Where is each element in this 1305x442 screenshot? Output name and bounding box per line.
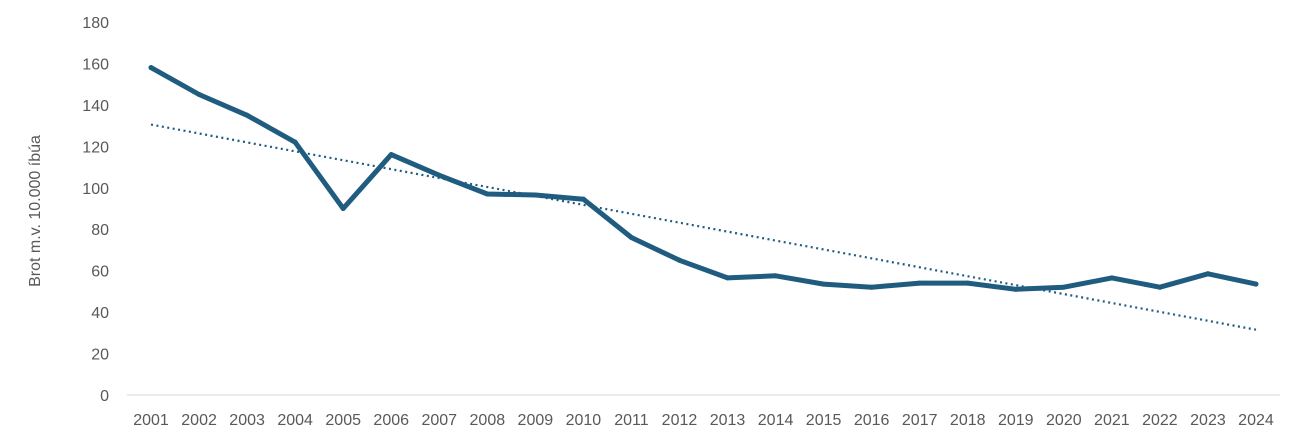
data-point bbox=[388, 152, 394, 158]
data-points bbox=[148, 65, 1259, 292]
data-point bbox=[725, 275, 731, 281]
data-point bbox=[676, 257, 682, 263]
x-tick-label: 2006 bbox=[373, 412, 409, 429]
x-tick-label: 2022 bbox=[1142, 412, 1178, 429]
x-tick-label: 2017 bbox=[902, 412, 938, 429]
data-point bbox=[1253, 281, 1259, 287]
x-tick-label: 2002 bbox=[181, 412, 217, 429]
data-point bbox=[1205, 271, 1211, 277]
data-point bbox=[244, 112, 250, 118]
data-point bbox=[917, 280, 923, 286]
data-point bbox=[580, 196, 586, 202]
y-tick-label: 80 bbox=[91, 222, 109, 239]
x-tick-label: 2024 bbox=[1238, 412, 1274, 429]
data-point bbox=[1061, 284, 1067, 290]
y-tick-label: 20 bbox=[91, 347, 109, 364]
data-point bbox=[628, 235, 634, 241]
x-tick-label: 2008 bbox=[470, 412, 506, 429]
y-tick-label: 100 bbox=[82, 181, 109, 198]
data-point bbox=[484, 191, 490, 197]
x-tick-label: 2005 bbox=[325, 412, 361, 429]
y-axis-ticks: 0 20 40 60 80 100 120 140 160 180 bbox=[82, 15, 109, 405]
data-point bbox=[148, 65, 154, 71]
y-tick-label: 160 bbox=[82, 56, 109, 73]
data-point bbox=[1109, 275, 1115, 281]
x-tick-label: 2019 bbox=[998, 412, 1034, 429]
x-tick-label: 2011 bbox=[614, 412, 649, 429]
x-tick-label: 2012 bbox=[662, 412, 698, 429]
y-tick-label: 60 bbox=[91, 264, 109, 281]
trendline bbox=[150, 123, 1257, 331]
data-point bbox=[436, 172, 442, 178]
y-axis-label: Brot m.v. 10.000 íbúa bbox=[27, 135, 44, 287]
x-tick-label: 2016 bbox=[854, 412, 890, 429]
data-point bbox=[773, 273, 779, 279]
x-tick-label: 2007 bbox=[421, 412, 457, 429]
data-point bbox=[869, 284, 875, 290]
data-point bbox=[1157, 284, 1163, 290]
y-tick-label: 120 bbox=[82, 139, 109, 156]
data-point bbox=[1013, 286, 1019, 292]
x-tick-label: 2021 bbox=[1094, 412, 1130, 429]
x-tick-label: 2018 bbox=[950, 412, 986, 429]
x-tick-label: 2020 bbox=[1046, 412, 1082, 429]
x-tick-label: 2023 bbox=[1190, 412, 1226, 429]
data-point bbox=[340, 206, 346, 211]
x-tick-label: 2010 bbox=[566, 412, 602, 429]
x-tick-label: 2001 bbox=[133, 412, 169, 429]
x-tick-label: 2014 bbox=[758, 412, 794, 429]
series-line bbox=[148, 65, 1259, 292]
x-tick-label: 2009 bbox=[518, 412, 554, 429]
data-point bbox=[196, 92, 202, 98]
x-tick-label: 2004 bbox=[277, 412, 313, 429]
x-tick-label: 2003 bbox=[229, 412, 265, 429]
data-point bbox=[965, 280, 971, 286]
y-tick-label: 140 bbox=[82, 98, 109, 115]
y-tick-label: 180 bbox=[82, 15, 109, 32]
x-tick-label: 2015 bbox=[806, 412, 842, 429]
x-tick-label: 2013 bbox=[710, 412, 746, 429]
data-point bbox=[532, 192, 538, 198]
y-tick-label: 0 bbox=[100, 388, 109, 405]
y-tick-label: 40 bbox=[91, 305, 109, 322]
x-axis-ticks: 2001 2002 2003 2004 2005 2006 2007 2008 2009 2010… bbox=[133, 412, 1274, 429]
data-point bbox=[821, 281, 827, 287]
data-point bbox=[292, 139, 298, 145]
